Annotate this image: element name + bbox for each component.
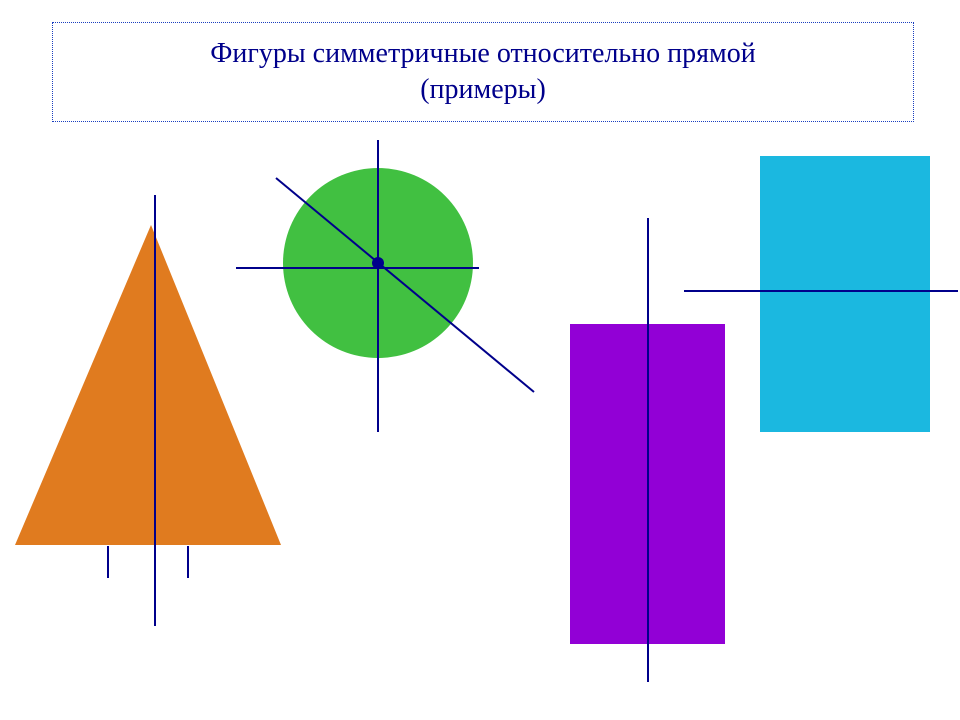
symmetry-diagram	[0, 0, 960, 720]
cyan-rectangle	[760, 156, 930, 432]
triangle-shape	[15, 225, 281, 545]
circle-center-dot	[372, 257, 384, 269]
